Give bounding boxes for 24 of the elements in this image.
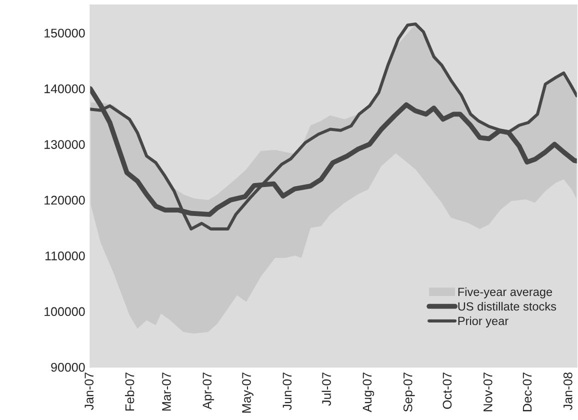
x-tick-label: Jan-07: [84, 372, 94, 410]
y-tick-label: 90000: [51, 362, 85, 372]
x-tick-label: Mar-07: [162, 372, 171, 411]
legend-label: Five-year average: [458, 287, 552, 298]
x-tick-label: Apr-07: [202, 372, 214, 410]
y-tick-label: 130000: [44, 140, 85, 149]
x-tick-label: Jun-07: [282, 372, 292, 410]
x-tick-label: Oct-07: [442, 372, 452, 409]
y-tick-label: 120000: [44, 196, 85, 205]
y-tick-label: 110000: [45, 251, 85, 260]
line-series: [90, 22, 577, 230]
legend-label: US distillate stocks: [458, 302, 556, 311]
y-tick-label: 140000: [44, 84, 85, 94]
x-tick-label: Feb-07: [125, 372, 134, 411]
x-tick-label: Sep-07: [403, 372, 415, 412]
legend-label: Prior year: [458, 316, 508, 328]
x-tick-label: Jul-07: [322, 372, 331, 406]
x-tick-label: May-07: [242, 372, 254, 413]
y-tick-label: 150000: [44, 28, 85, 38]
x-tick-label: Jan-08: [563, 372, 572, 410]
x-tick-label: Nov-07: [483, 372, 492, 412]
x-tick-label: Dec-07: [522, 372, 532, 412]
x-tick-label: Aug-07: [362, 372, 374, 412]
y-tick-label: 100000: [44, 307, 85, 316]
